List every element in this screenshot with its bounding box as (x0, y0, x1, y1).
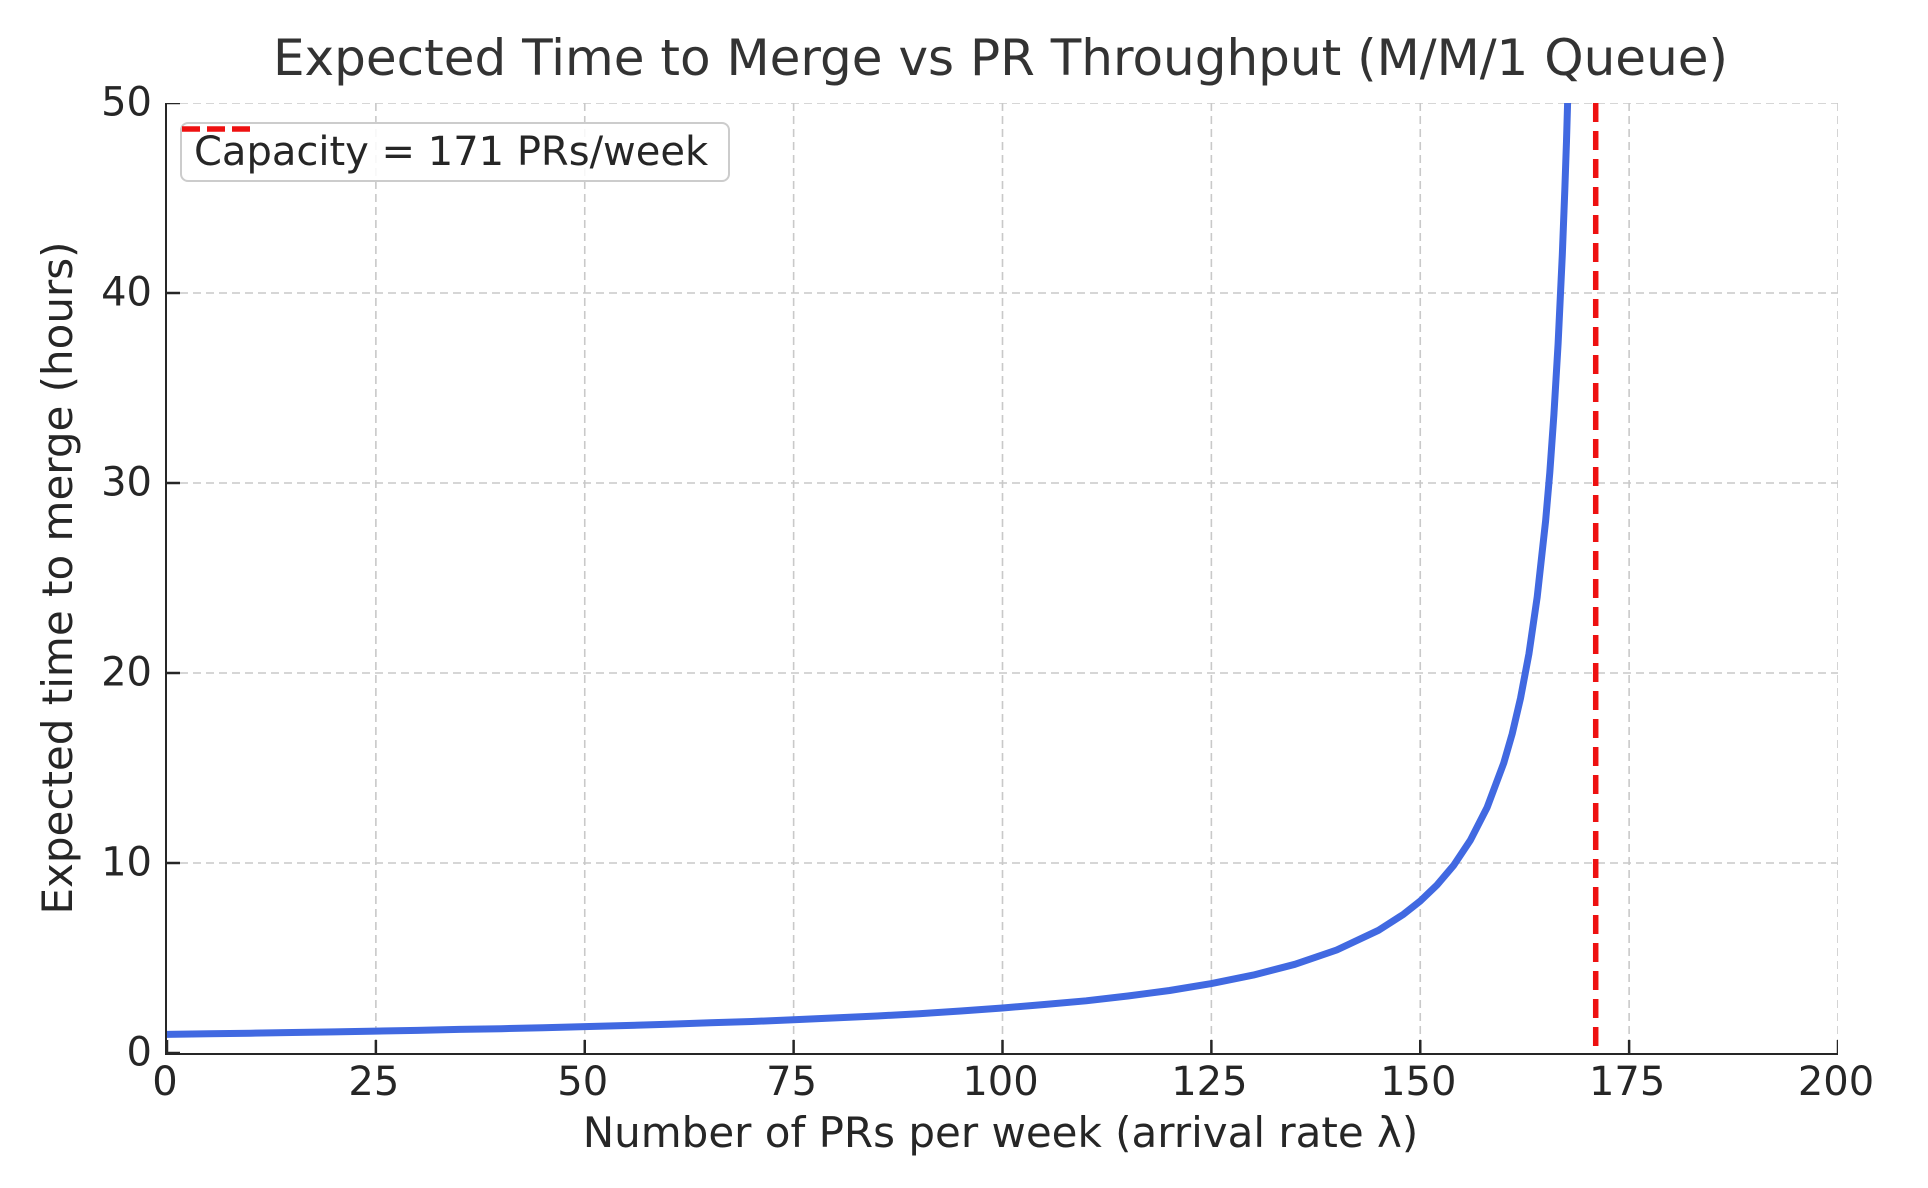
chart-title: Expected Time to Merge vs PR Throughput … (272, 29, 1729, 87)
x-tick-label: 100 (962, 1059, 1039, 1105)
x-tick-label: 125 (1171, 1059, 1248, 1105)
y-tick-label: 40 (101, 269, 152, 316)
expected-time-curve (167, 103, 1572, 1038)
legend-label: Capacity = 171 PRs/week (194, 129, 709, 175)
plot-area: Capacity = 171 PRs/week (165, 103, 1838, 1055)
y-tick-label: 20 (101, 649, 152, 696)
x-tick-label: 75 (766, 1059, 818, 1105)
y-axis-label: Expected time to merge (hours) (32, 241, 82, 915)
x-tick-label: 50 (557, 1059, 609, 1105)
y-tick-label: 0 (126, 1029, 152, 1076)
y-tick-label: 50 (101, 79, 152, 126)
x-tick-label: 25 (348, 1059, 400, 1105)
legend-box: Capacity = 171 PRs/week (180, 122, 731, 182)
x-axis-label: Number of PRs per week (arrival rate λ) (582, 1108, 1419, 1157)
x-tick-label: 175 (1588, 1059, 1666, 1105)
y-tick-label: 30 (101, 459, 152, 506)
x-tick-label: 0 (152, 1059, 178, 1105)
x-tick-label: 150 (1380, 1059, 1457, 1105)
legend-dashed-line-icon (182, 126, 250, 132)
plot-canvas (167, 103, 1838, 1053)
x-tick-label: 200 (1797, 1059, 1875, 1105)
y-tick-label: 10 (101, 839, 152, 886)
